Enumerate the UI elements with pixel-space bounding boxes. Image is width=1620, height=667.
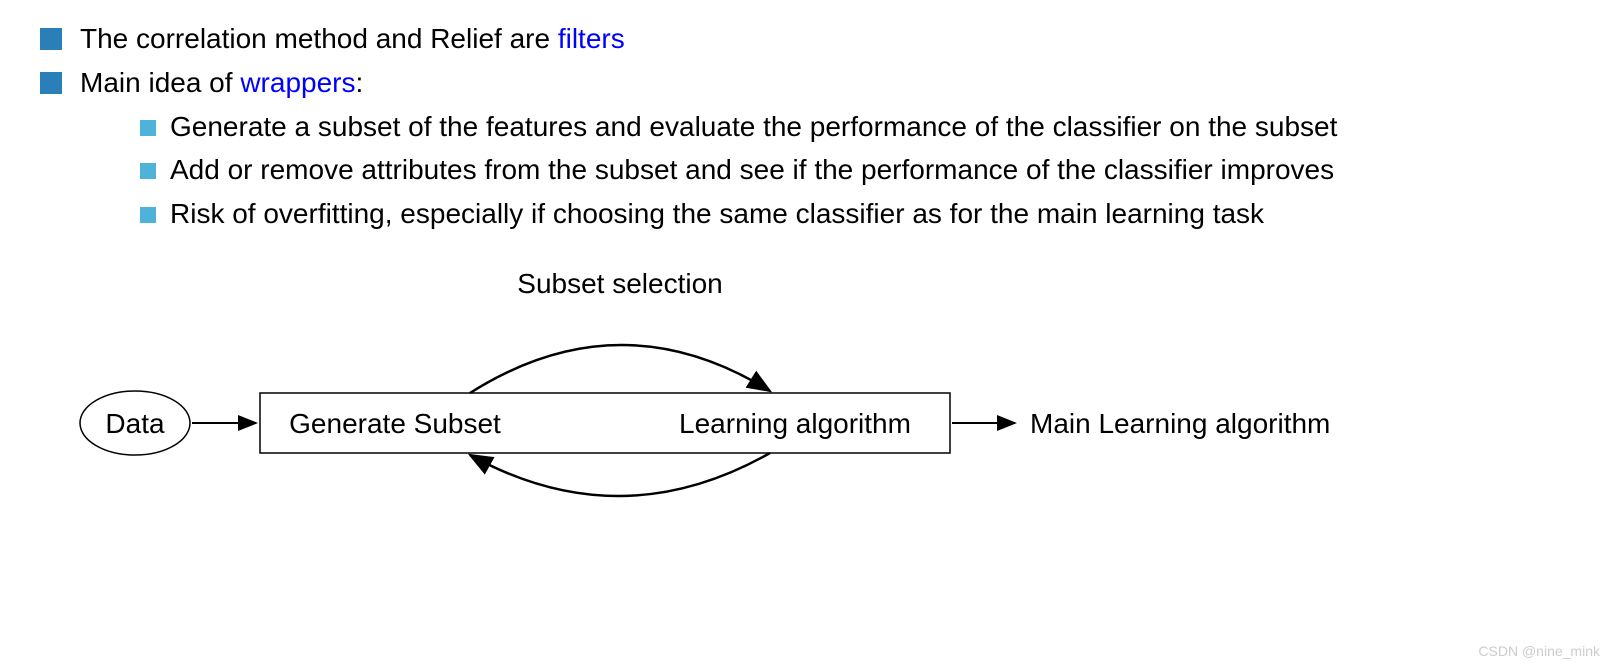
data-node-label: Data: [105, 408, 165, 439]
sub-bullet-1: Generate a subset of the features and ev…: [140, 108, 1580, 146]
bullet-item-1: The correlation method and Relief are fi…: [40, 20, 1580, 58]
sub-bullet-2: Add or remove attributes from the subset…: [140, 151, 1580, 189]
square-bullet-icon: [40, 72, 62, 94]
subset-selection-label: Subset selection: [517, 268, 722, 299]
bullet-item-2: Main idea of wrappers:: [40, 64, 1580, 102]
arc-arrow-bottom: [470, 453, 770, 496]
generate-subset-label: Generate Subset: [289, 408, 501, 439]
watermark-text: CSDN @nine_mink: [1478, 643, 1600, 659]
bullet1-pre: The correlation method and Relief are: [80, 23, 558, 54]
square-bullet-icon: [40, 28, 62, 50]
bullet-text-2: Main idea of wrappers:: [80, 64, 363, 102]
square-bullet-small-icon: [140, 120, 156, 136]
learning-algorithm-label: Learning algorithm: [679, 408, 911, 439]
bullet2-post: :: [356, 67, 364, 98]
bullet1-highlight: filters: [558, 23, 625, 54]
sub-bullet-list: Generate a subset of the features and ev…: [140, 108, 1580, 233]
bullet2-highlight: wrappers: [240, 67, 355, 98]
flowchart-svg: Subset selection Data Generate Subset Le…: [40, 253, 1580, 553]
bullet-text-1: The correlation method and Relief are fi…: [80, 20, 625, 58]
arc-arrow-top: [470, 345, 770, 393]
sub-bullet-3: Risk of overfitting, especially if choos…: [140, 195, 1580, 233]
main-learning-label: Main Learning algorithm: [1030, 408, 1330, 439]
sub-bullet-3-text: Risk of overfitting, especially if choos…: [170, 195, 1264, 233]
flowchart-diagram: Subset selection Data Generate Subset Le…: [40, 253, 1580, 553]
bullet2-pre: Main idea of: [80, 67, 240, 98]
sub-bullet-1-text: Generate a subset of the features and ev…: [170, 108, 1337, 146]
square-bullet-small-icon: [140, 163, 156, 179]
sub-bullet-2-text: Add or remove attributes from the subset…: [170, 151, 1334, 189]
square-bullet-small-icon: [140, 207, 156, 223]
